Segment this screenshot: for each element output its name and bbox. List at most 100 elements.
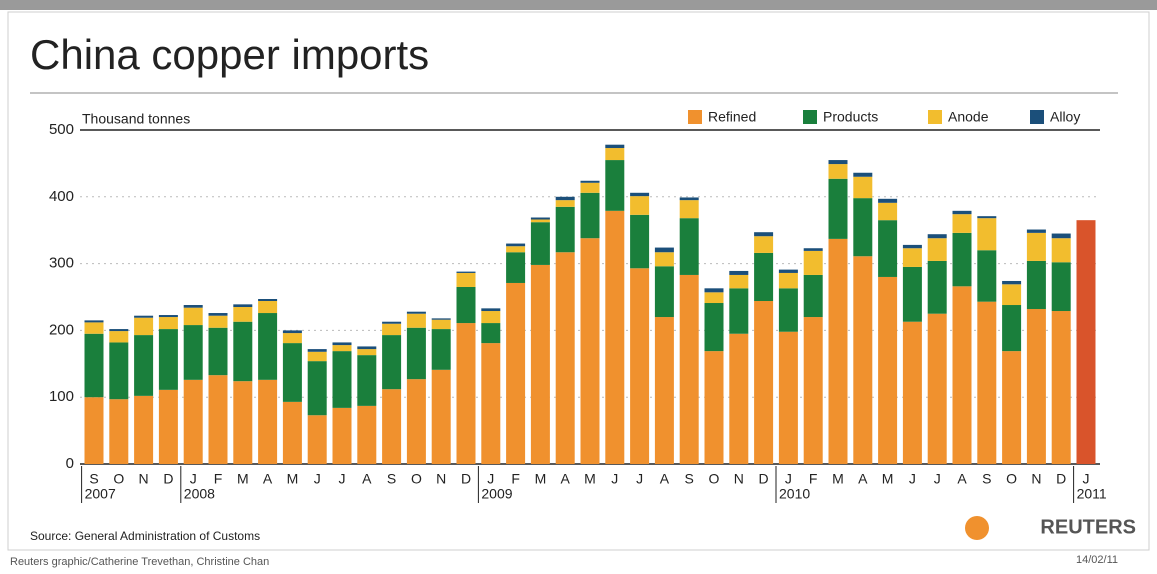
x-tick-label: D: [461, 471, 471, 487]
y-tick-label: 400: [49, 188, 74, 205]
x-tick-label: D: [163, 471, 173, 487]
bar-segment: [828, 164, 848, 179]
chart-title: China copper imports: [30, 31, 429, 78]
bar-segment: [282, 333, 302, 344]
x-group-label: 2011: [1077, 486, 1107, 502]
bar-segment: [853, 176, 873, 199]
bar-segment: [456, 286, 476, 324]
bar-segment: [654, 247, 674, 253]
legend-swatch: [928, 110, 942, 124]
bar-segment: [158, 315, 178, 318]
bar-segment: [803, 274, 823, 318]
bar-segment: [208, 315, 228, 328]
bar-segment: [84, 322, 104, 334]
x-tick-label: M: [882, 471, 894, 487]
x-tick-label: A: [858, 471, 868, 487]
bar-segment: [778, 272, 798, 289]
bar-segment: [158, 329, 178, 390]
x-tick-label: J: [611, 471, 618, 487]
y-tick-label: 0: [66, 455, 74, 472]
bar-segment: [729, 288, 749, 334]
bar-segment: [506, 243, 526, 247]
bar-segment: [406, 311, 426, 314]
bar-segment: [803, 248, 823, 251]
bar-segment: [506, 282, 526, 464]
x-tick-label: S: [387, 471, 396, 487]
bar-segment: [456, 323, 476, 464]
x-tick-label: J: [1083, 471, 1090, 487]
bar-segment: [902, 244, 922, 249]
bar-segment: [307, 361, 327, 416]
source: Source: General Administration of Custom…: [30, 529, 260, 543]
x-tick-label: M: [237, 471, 249, 487]
bar-segment: [977, 216, 997, 219]
bar-segment: [382, 321, 402, 324]
bar-segment: [927, 234, 947, 239]
bar-segment: [530, 219, 550, 223]
bar-segment: [208, 313, 228, 316]
bar-segment: [977, 250, 997, 302]
x-tick-label: A: [561, 471, 571, 487]
bar-segment: [233, 381, 253, 464]
bar-segment: [84, 320, 104, 323]
bar-segment: [208, 375, 228, 464]
bar-segment: [357, 346, 377, 350]
bar-segment: [431, 318, 451, 320]
bar-segment: [84, 333, 104, 398]
bar-segment: [853, 198, 873, 257]
bar-segment: [431, 329, 451, 370]
bar-segment: [258, 301, 278, 314]
bar-segment: [1051, 233, 1071, 239]
logo-mark: [965, 516, 989, 540]
bar-segment: [952, 286, 972, 464]
bar-segment: [282, 401, 302, 464]
bar-segment: [555, 200, 575, 207]
x-tick-label: J: [934, 471, 941, 487]
bar-segment: [555, 196, 575, 201]
bar-segment: [803, 250, 823, 275]
bar-segment: [233, 307, 253, 322]
bar-segment: [902, 266, 922, 322]
bar-segment: [1002, 305, 1022, 352]
bar-segment: [109, 329, 129, 332]
legend-swatch: [688, 110, 702, 124]
x-tick-label: O: [1006, 471, 1017, 487]
bar-segment: [654, 266, 674, 318]
x-tick-label: J: [636, 471, 643, 487]
x-tick-label: O: [113, 471, 124, 487]
bar-segment: [878, 276, 898, 464]
bar-segment: [406, 313, 426, 328]
bar-segment: [1002, 351, 1022, 464]
bar-segment: [878, 198, 898, 203]
bar-segment: [258, 299, 278, 302]
bar-segment: [1051, 238, 1071, 263]
bar-segment: [382, 389, 402, 464]
bar-segment: [754, 236, 774, 253]
x-tick-label: S: [982, 471, 991, 487]
bar-segment: [481, 323, 501, 344]
y-axis-label: Thousand tonnes: [82, 111, 190, 127]
bar-segment: [530, 217, 550, 220]
bar-segment: [853, 256, 873, 464]
bar-segment: [332, 351, 352, 408]
x-tick-label: N: [139, 471, 149, 487]
bar-segment: [902, 248, 922, 267]
legend-label: Alloy: [1050, 109, 1080, 125]
bar-segment: [679, 200, 699, 219]
bar-segment: [158, 389, 178, 464]
x-tick-label: A: [957, 471, 967, 487]
bar-segment: [1026, 309, 1046, 464]
bar-segment: [902, 321, 922, 464]
bar-segment: [109, 342, 129, 400]
bar-segment: [307, 351, 327, 362]
bar-segment: [803, 317, 823, 464]
legend-swatch: [803, 110, 817, 124]
bar-segment: [134, 335, 154, 396]
bar-segment: [406, 327, 426, 380]
bar-segment: [258, 379, 278, 464]
bar-segment: [679, 197, 699, 201]
bar-segment: [630, 192, 650, 197]
bar-segment: [431, 319, 451, 330]
x-tick-label: O: [411, 471, 422, 487]
bar-segment: [282, 330, 302, 334]
